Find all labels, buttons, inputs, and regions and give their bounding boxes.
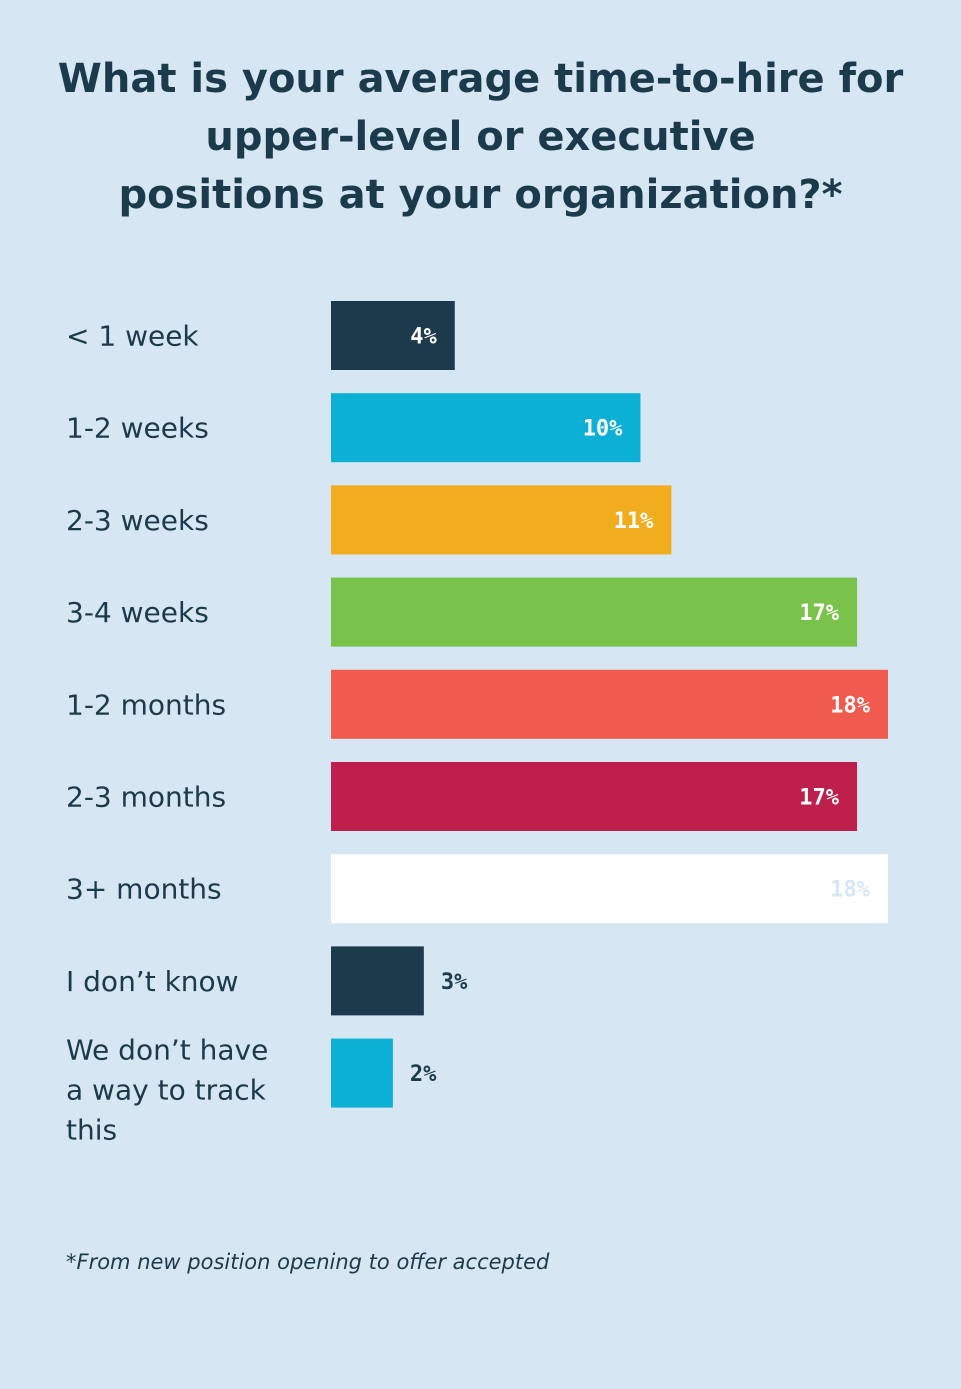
category-label-2: 2-3 weeks <box>66 504 209 537</box>
bar-4 <box>331 669 888 739</box>
value-label-7: 3% <box>441 970 468 995</box>
value-label-2: 11% <box>614 509 654 534</box>
value-label-8: 2% <box>410 1062 437 1087</box>
value-label-1: 10% <box>583 417 623 442</box>
bar-8 <box>331 1038 393 1108</box>
category-label-8: We don’t have a way to track this <box>66 1034 268 1147</box>
category-label-6: 3+ months <box>66 873 222 906</box>
value-label-4: 18% <box>830 693 870 718</box>
category-label-4: 1-2 months <box>66 688 226 721</box>
chart-title: What is your average time-to-hire for up… <box>0 50 961 224</box>
bar-0 <box>331 301 455 370</box>
bar-5 <box>331 762 858 831</box>
bar-6 <box>331 854 888 924</box>
category-label-1: 1-2 weeks <box>66 412 209 445</box>
category-label-0: < 1 week <box>66 320 199 353</box>
chart-title-line-2: upper-level or executive <box>205 114 756 160</box>
bar-2 <box>331 485 672 555</box>
footnote: *From new position opening to offer acce… <box>66 1250 550 1274</box>
bar-3 <box>331 577 858 647</box>
value-label-0: 4% <box>410 325 437 350</box>
value-label-6: 18% <box>830 878 870 903</box>
value-label-5: 17% <box>799 786 839 811</box>
bar-1 <box>331 393 641 463</box>
category-label-3: 3-4 weeks <box>66 596 209 629</box>
bar-7 <box>331 946 424 1016</box>
chart-title-line-1: What is your average time-to-hire for <box>57 56 904 102</box>
category-label-5: 2-3 months <box>66 781 226 814</box>
category-label-8-line-1: a way to track <box>66 1074 267 1107</box>
category-label-8-line-2: this <box>66 1114 117 1147</box>
value-label-3: 17% <box>799 601 839 626</box>
chart-title-line-3: positions at your organization?* <box>118 172 843 218</box>
category-label-8-line-0: We don’t have <box>66 1034 268 1067</box>
category-label-7: I don’t know <box>66 965 239 998</box>
